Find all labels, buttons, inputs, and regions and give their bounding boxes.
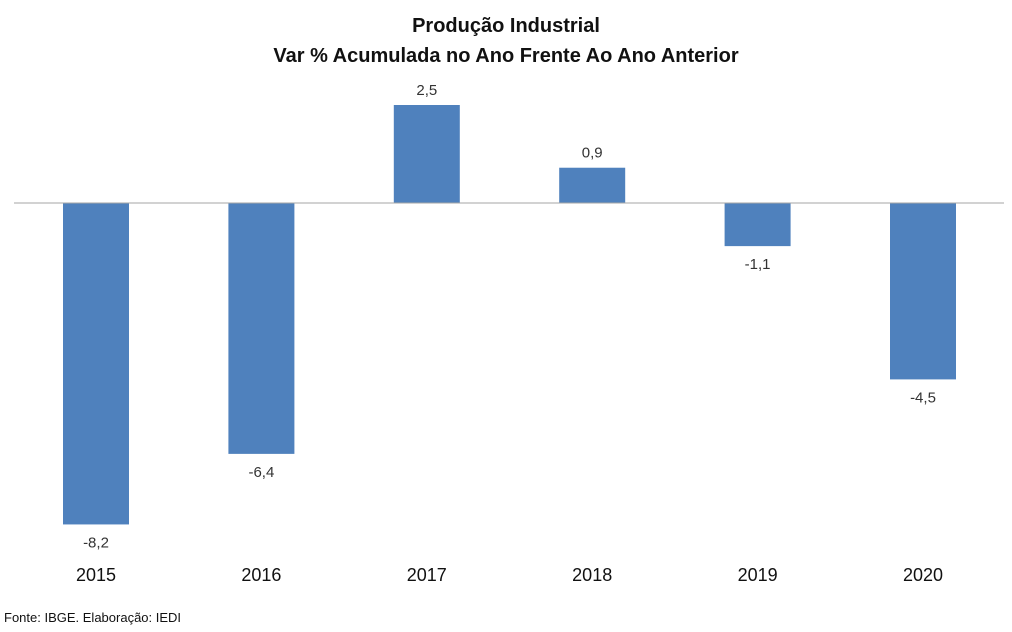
bar-2019 — [724, 203, 791, 247]
category-label-2017: 2017 — [407, 565, 447, 585]
bar-2020 — [890, 203, 956, 380]
bar-2018 — [559, 167, 626, 203]
bars-group — [63, 105, 956, 525]
bar-chart: Produção Industrial Var % Acumulada no A… — [14, 15, 1004, 585]
category-label-2019: 2019 — [738, 565, 778, 585]
bar-2017 — [393, 105, 460, 203]
data-label-2019: -1,1 — [745, 256, 771, 273]
data-label-2020: -4,5 — [910, 389, 936, 406]
data-label-2017: 2,5 — [416, 82, 437, 99]
category-label-2016: 2016 — [241, 565, 281, 585]
data-labels-group: -8,2 -6,4 2,5 0,9 -1,1 -4,5 — [83, 82, 936, 551]
source-note: Fonte: IBGE. Elaboração: IEDI — [4, 610, 182, 625]
category-label-2020: 2020 — [903, 565, 943, 585]
category-labels-group: 2015 2016 2017 2018 2019 2020 — [76, 565, 943, 585]
bar-2016 — [228, 203, 295, 454]
data-label-2018: 0,9 — [582, 145, 603, 162]
chart-subtitle: Var % Acumulada no Ano Frente Ao Ano Ant… — [273, 45, 738, 67]
data-label-2015: -8,2 — [83, 534, 109, 551]
category-label-2018: 2018 — [572, 565, 612, 585]
bar-2015 — [63, 203, 129, 525]
category-label-2015: 2015 — [76, 565, 116, 585]
chart-title: Produção Industrial — [412, 15, 600, 37]
data-label-2016: -6,4 — [248, 464, 274, 481]
